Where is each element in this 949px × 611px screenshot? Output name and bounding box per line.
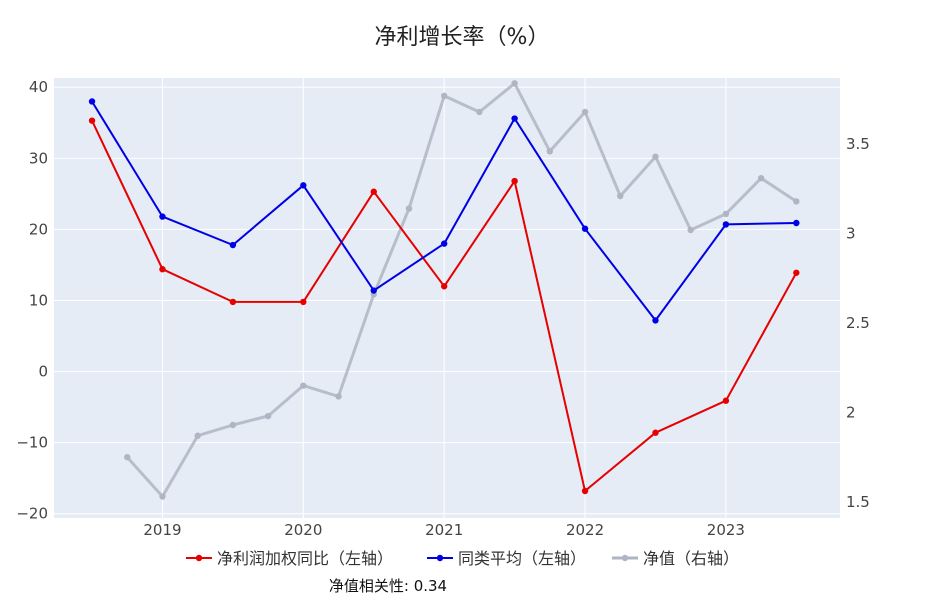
data-point (229, 241, 237, 249)
data-point (511, 80, 518, 87)
data-point (124, 453, 131, 461)
data-point (264, 412, 272, 420)
data-point (687, 226, 694, 234)
y-left-tick-label: 10 (29, 291, 48, 309)
y-left-tick-label: −20 (16, 505, 48, 523)
legend-label: 净值（右轴） (643, 549, 739, 568)
series-2 (124, 80, 800, 500)
data-point (440, 92, 448, 100)
data-point (159, 493, 166, 500)
data-point (793, 198, 800, 205)
data-point (440, 240, 448, 247)
data-point (370, 188, 377, 195)
y-right-tick-label: 2.5 (846, 314, 870, 332)
y-right-tick-label: 2 (846, 403, 856, 421)
data-point (617, 192, 624, 200)
data-point (581, 108, 589, 116)
legend-label: 同类平均（左轴） (458, 549, 586, 568)
data-point (88, 117, 96, 124)
data-point (757, 174, 765, 182)
data-point (581, 225, 589, 232)
y-left-tick-label: 40 (29, 78, 48, 96)
data-point (511, 177, 518, 185)
series-0 (88, 117, 800, 495)
legend-swatch-marker (195, 554, 203, 562)
data-point (194, 432, 201, 439)
x-tick-label: 2023 (707, 521, 745, 539)
legend-swatch-marker (436, 554, 444, 562)
data-point (88, 98, 96, 105)
data-point (652, 429, 659, 436)
data-point (405, 205, 413, 212)
y-left-tick-label: 20 (29, 220, 48, 238)
data-point (546, 148, 554, 155)
series-1 (88, 98, 800, 324)
legend-item[interactable]: 同类平均（左轴） (427, 549, 586, 568)
y-right-tick-label: 1.5 (846, 493, 870, 511)
data-point (722, 210, 730, 218)
x-tick-label: 2022 (566, 521, 604, 539)
y-left-tick-label: 30 (29, 149, 48, 167)
data-point (722, 397, 730, 404)
data-point (335, 393, 342, 400)
data-point (300, 298, 307, 306)
y-left-tick-label: 0 (38, 363, 48, 381)
plot-area (54, 78, 840, 518)
legend-item[interactable]: 净利润加权同比（左轴） (186, 549, 393, 568)
legend-swatch-marker (621, 554, 629, 562)
data-point (229, 421, 237, 429)
data-point (581, 487, 589, 495)
data-point (300, 182, 307, 189)
x-tick-label: 2019 (143, 521, 181, 539)
data-point (229, 298, 237, 306)
y-left-tick-label: −10 (16, 434, 48, 452)
legend-item[interactable]: 净值（右轴） (612, 549, 739, 568)
legend[interactable]: 净利润加权同比（左轴） 同类平均（左轴） 净值（右轴） (186, 549, 739, 568)
x-tick-label: 2021 (425, 521, 463, 539)
y-right-tick-label: 3 (846, 225, 856, 243)
data-point (159, 213, 166, 220)
series-layer (88, 80, 800, 500)
y-right-tick-label: 3.5 (846, 135, 870, 153)
correlation-annotation: 净值相关性: 0.34 (329, 577, 447, 595)
grid-lines (54, 78, 840, 518)
axis-ticks: 2019 2020 2021 2022 2023 40 30 20 10 0 −10 −20 3.5 3 2… (16, 78, 870, 539)
data-point (722, 221, 730, 228)
series-line (126, 81, 798, 498)
data-point (793, 219, 800, 227)
data-point (300, 382, 307, 389)
data-point (652, 317, 659, 324)
chart-title: 净利增长率（%） (375, 25, 550, 50)
data-point (511, 115, 518, 122)
legend-label: 净利润加权同比（左轴） (217, 549, 393, 568)
data-point (440, 283, 448, 290)
data-point (370, 287, 377, 294)
data-point (652, 153, 659, 160)
x-tick-label: 2020 (284, 521, 322, 539)
data-point (476, 108, 483, 116)
data-point (159, 266, 166, 273)
data-point (793, 269, 800, 276)
